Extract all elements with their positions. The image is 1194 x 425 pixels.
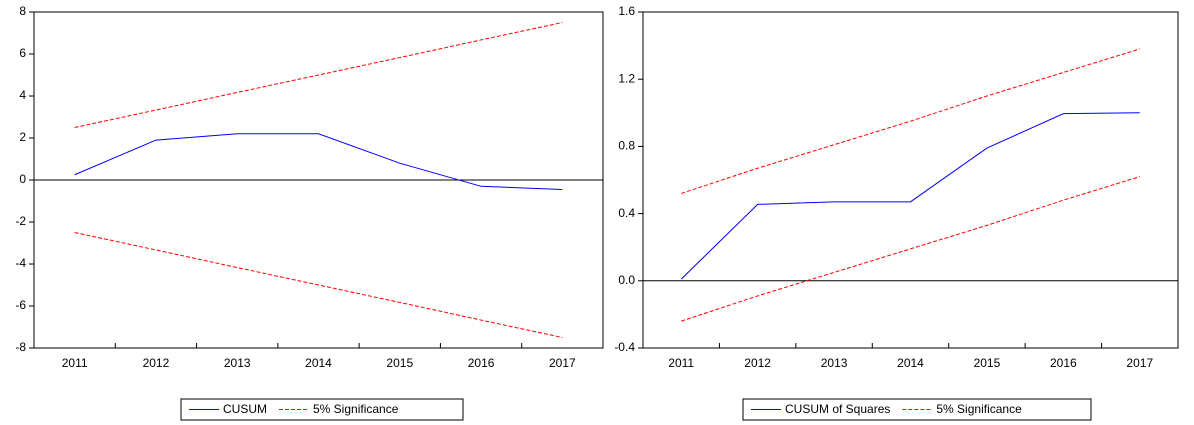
series-line (681, 48, 1140, 194)
x-tick-label: 2016 (1050, 356, 1077, 370)
series-line (74, 22, 563, 128)
x-tick-label: 2015 (386, 356, 413, 370)
x-tick-label: 2017 (549, 356, 576, 370)
x-tick-label: 2012 (143, 356, 170, 370)
x-tick-label: 2015 (974, 356, 1001, 370)
x-tick-label: 2013 (821, 356, 848, 370)
x-tick-label: 2012 (744, 356, 771, 370)
legend-label: CUSUM (223, 402, 267, 416)
y-tick-label: 0 (19, 172, 26, 186)
y-tick-label: 0.0 (618, 273, 635, 287)
x-tick-label: 2011 (62, 356, 88, 370)
x-tick-label: 2016 (468, 356, 495, 370)
series-line (680, 112, 1140, 280)
x-tick-label: 2011 (668, 356, 694, 370)
legend-label: 5% Significance (313, 402, 399, 416)
legend-label: 5% Significance (936, 402, 1022, 416)
y-tick-label: 0.4 (618, 206, 635, 220)
x-tick-label: 2017 (1126, 356, 1153, 370)
legend (180, 398, 464, 421)
y-tick-label: 1.6 (618, 4, 635, 18)
y-tick-label: 4 (19, 88, 26, 102)
y-tick-label: -8 (15, 340, 26, 354)
y-tick-label: -0.4 (614, 340, 635, 354)
y-tick-label: -2 (15, 214, 26, 228)
x-tick-label: 2013 (224, 356, 251, 370)
y-tick-label: 6 (19, 46, 26, 60)
y-tick-label: 0.8 (618, 139, 635, 153)
x-tick-label: 2014 (897, 356, 924, 370)
y-tick-label: 1.2 (618, 71, 635, 85)
y-tick-label: -6 (15, 298, 26, 312)
plot-frame (642, 11, 1179, 349)
y-tick-label: 2 (19, 130, 26, 144)
lower-band-line (74, 232, 563, 338)
y-tick-label: -4 (15, 256, 26, 270)
lower-band-line (681, 176, 1140, 322)
x-tick-label: 2014 (305, 356, 332, 370)
y-tick-label: 8 (19, 4, 26, 18)
series-line (74, 133, 563, 190)
legend-label: CUSUM of Squares (785, 402, 890, 416)
